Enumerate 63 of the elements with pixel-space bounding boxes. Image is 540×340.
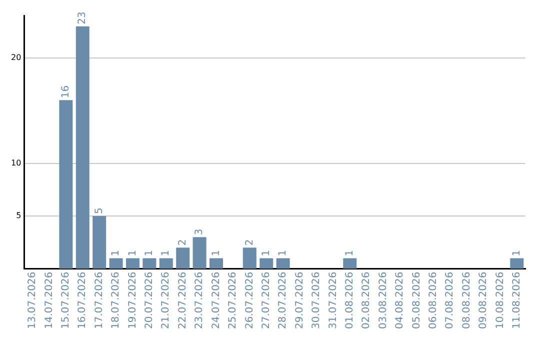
data-label: 1 <box>110 250 122 256</box>
x-tick-label: 08.08.2026 <box>461 272 472 330</box>
y-tick-label: 20 <box>10 53 22 62</box>
x-tick-label: 01.08.2026 <box>344 272 356 330</box>
bar <box>59 100 73 269</box>
x-tick-label: 09.08.2026 <box>478 272 490 330</box>
bar <box>109 258 123 269</box>
bar <box>510 258 524 269</box>
data-label: 1 <box>260 250 272 256</box>
y-tick-label: 5 <box>16 211 22 220</box>
data-label: 2 <box>177 239 188 246</box>
data-label: 23 <box>77 12 88 24</box>
data-label: 1 <box>344 250 356 256</box>
x-tick-label: 24.07.2026 <box>210 272 222 330</box>
bar <box>76 26 90 269</box>
x-tick-label: 30.07.2026 <box>311 272 322 330</box>
x-tick-label: 16.07.2026 <box>77 272 88 330</box>
x-tick-label: 03.08.2026 <box>378 272 389 330</box>
x-tick-label: 23.07.2026 <box>194 272 206 330</box>
data-label: 1 <box>210 250 222 256</box>
x-tick-label: 26.07.2026 <box>244 272 256 330</box>
bar <box>142 258 156 269</box>
bar <box>343 258 357 269</box>
x-tick-label: 21.07.2026 <box>160 272 172 330</box>
bar <box>92 216 106 269</box>
x-tick-label: 10.08.2026 <box>494 272 506 330</box>
x-tick-label: 27.07.2026 <box>260 272 272 330</box>
data-label: 5 <box>94 208 105 214</box>
x-tick-label: 13.07.2026 <box>27 272 38 330</box>
data-label: 1 <box>278 250 289 256</box>
x-tick-label: 15.07.2026 <box>60 272 72 330</box>
bar <box>159 258 173 269</box>
x-tick-label: 19.07.2026 <box>127 272 138 330</box>
data-label: 3 <box>194 228 206 236</box>
data-label: 1 <box>127 250 138 256</box>
x-tick-label: 28.07.2026 <box>278 272 289 330</box>
x-tick-label: 29.07.2026 <box>294 272 306 330</box>
x-tick-label: 18.07.2026 <box>110 272 122 330</box>
bar <box>210 258 223 269</box>
y-tick-label: 10 <box>10 158 22 168</box>
x-tick-label: 11.08.2026 <box>511 272 522 330</box>
x-tick-label: 20.07.2026 <box>144 272 156 330</box>
data-label: 1 <box>144 250 156 256</box>
data-label: 1 <box>160 250 172 256</box>
x-tick-label: 31.07.2026 <box>328 272 339 330</box>
x-tick-label: 06.08.2026 <box>428 272 439 330</box>
x-tick-label: 22.07.2026 <box>177 272 188 330</box>
bar <box>192 237 206 269</box>
bar <box>126 258 140 269</box>
x-tick-label: 17.07.2026 <box>94 272 105 330</box>
bar <box>260 258 274 269</box>
x-tick-label: 04.08.2026 <box>394 272 406 330</box>
x-tick-label: 02.08.2026 <box>361 272 372 330</box>
x-tick-label: 25.07.2026 <box>228 272 239 330</box>
bar <box>242 248 256 269</box>
bar <box>176 248 190 269</box>
x-tick-label: 07.08.2026 <box>444 272 456 330</box>
bar <box>276 258 290 269</box>
data-label: 16 <box>60 85 72 98</box>
data-label: 2 <box>244 239 256 246</box>
x-tick-label: 14.07.2026 <box>44 272 55 330</box>
x-tick-label: 05.08.2026 <box>411 272 422 330</box>
data-label: 1 <box>511 250 522 256</box>
